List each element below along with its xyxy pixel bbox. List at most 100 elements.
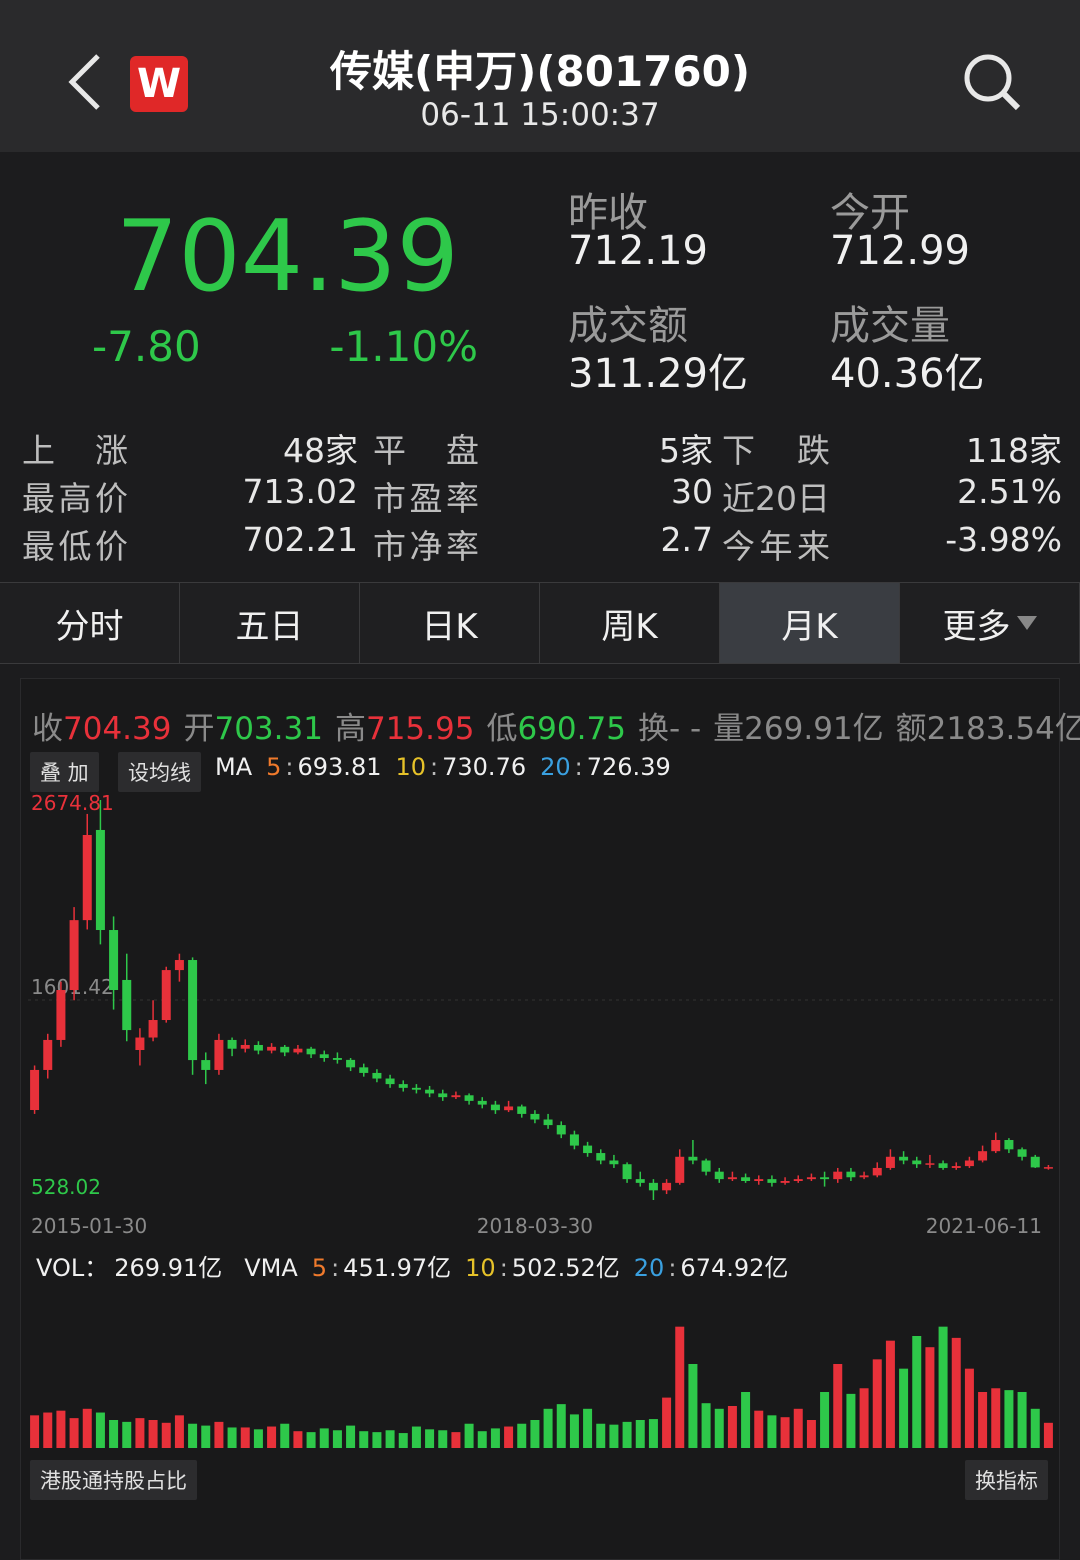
breadth-label-text: 上 涨 bbox=[22, 431, 128, 470]
dropdown-arrow bbox=[1016, 616, 1037, 630]
candle-body bbox=[872, 1167, 882, 1176]
candle-body bbox=[267, 1046, 277, 1051]
volume-bar bbox=[964, 1368, 974, 1448]
volume-bar bbox=[1004, 1390, 1014, 1448]
breadth-value: 118家 bbox=[966, 431, 1062, 470]
candle-body bbox=[464, 1095, 474, 1101]
app-logo[interactable]: W bbox=[130, 56, 188, 112]
search-button[interactable] bbox=[960, 50, 1024, 114]
price-change-pct: -1.10% bbox=[329, 322, 478, 371]
header-bar: W 传媒(申万)(801760) 06-11 15:00:37 bbox=[0, 0, 1080, 152]
volume-bar bbox=[688, 1364, 698, 1448]
volume-bar bbox=[517, 1423, 527, 1448]
x-tick-label: 2015-01-30 bbox=[31, 1214, 147, 1238]
tab[interactable]: 分时 bbox=[0, 583, 180, 663]
volume-bar bbox=[741, 1392, 751, 1448]
ma-period: 20 bbox=[633, 1254, 665, 1282]
indicator-button[interactable]: 港股通持股占比 bbox=[30, 1460, 197, 1500]
candle-body bbox=[385, 1078, 395, 1085]
volume-bar bbox=[332, 1430, 342, 1448]
ma-separator: : bbox=[430, 753, 439, 781]
stat-value: 712.19 bbox=[568, 228, 708, 274]
breadth-label: 最低价 bbox=[22, 520, 128, 568]
volume-bar bbox=[253, 1429, 263, 1448]
info-label: 收 bbox=[32, 711, 63, 747]
price-change: -7.80 bbox=[92, 322, 201, 371]
ma-separator: : bbox=[574, 753, 583, 781]
period-tabs: 分时 五日 日K 周K 月K 更多 bbox=[0, 582, 1080, 664]
breadth-value: 2.7 bbox=[660, 520, 713, 559]
volume-bar bbox=[662, 1397, 672, 1448]
candle-body bbox=[556, 1125, 566, 1135]
volume-bar bbox=[319, 1428, 329, 1448]
indicator-button[interactable]: 设均线 bbox=[118, 752, 201, 792]
indicator-button[interactable]: 换指标 bbox=[965, 1460, 1048, 1500]
volume-bar bbox=[280, 1423, 290, 1448]
tab[interactable]: 日K bbox=[360, 583, 540, 663]
candle-body bbox=[635, 1179, 645, 1183]
volume-bar bbox=[885, 1340, 895, 1448]
back-button[interactable] bbox=[62, 50, 106, 114]
tab[interactable]: 月K bbox=[720, 583, 900, 663]
volume-bar bbox=[490, 1428, 500, 1448]
volume-bar bbox=[267, 1426, 277, 1448]
candle-body bbox=[411, 1087, 421, 1090]
candle-body bbox=[583, 1145, 593, 1154]
volume-bar bbox=[161, 1422, 171, 1448]
volume-bar bbox=[675, 1326, 685, 1448]
candle-body bbox=[543, 1119, 553, 1126]
volume-bar bbox=[701, 1403, 711, 1448]
volume-bar bbox=[451, 1432, 461, 1448]
breadth-value: 702.21 bbox=[242, 520, 358, 559]
candle-body bbox=[188, 960, 198, 1061]
candle-body bbox=[517, 1106, 527, 1114]
info-value: 2183.54亿 bbox=[926, 711, 1080, 747]
volume-bar bbox=[569, 1414, 579, 1448]
ma-separator: : bbox=[668, 1254, 677, 1282]
ma-separator: : bbox=[499, 1254, 508, 1282]
volume-bar bbox=[912, 1336, 922, 1448]
indicator-button[interactable]: 叠 加 bbox=[30, 752, 99, 792]
candle-body bbox=[490, 1104, 500, 1111]
candle-body bbox=[833, 1171, 843, 1180]
volume-bar bbox=[135, 1418, 145, 1448]
candle-body bbox=[675, 1156, 685, 1183]
last-price: 704.39 bbox=[116, 200, 459, 314]
volume-bar bbox=[859, 1388, 869, 1448]
volume-bar bbox=[69, 1418, 79, 1448]
candle-body bbox=[43, 1039, 53, 1070]
volume-bar bbox=[174, 1415, 184, 1448]
tab-label: 周K bbox=[601, 606, 658, 647]
info-label: 量 bbox=[713, 711, 745, 747]
ma-value: 693.81 bbox=[297, 753, 382, 781]
candle-body bbox=[293, 1048, 303, 1053]
breadth-label: 下 跌 bbox=[722, 424, 830, 472]
breadth-value: 5家 bbox=[659, 431, 713, 470]
tab-label: 五日 bbox=[235, 606, 304, 647]
volume-bar bbox=[899, 1368, 909, 1448]
candle-body bbox=[951, 1166, 961, 1168]
volume-bar bbox=[793, 1408, 803, 1448]
candle-body bbox=[161, 970, 171, 1021]
volume-bar bbox=[622, 1421, 632, 1448]
tab-label: 更多 bbox=[942, 606, 1011, 647]
candle-body bbox=[95, 829, 105, 931]
candle-body bbox=[332, 1058, 342, 1060]
candle-body bbox=[227, 1039, 237, 1049]
vol-label: VMA bbox=[244, 1254, 298, 1282]
ma-legend: MA 5:693.81 10:730.76 20:726.39 bbox=[215, 753, 671, 781]
tab[interactable]: 五日 bbox=[180, 583, 360, 663]
volume-bar bbox=[359, 1431, 369, 1448]
tab[interactable]: 周K bbox=[540, 583, 720, 663]
volume-bar bbox=[872, 1359, 882, 1448]
candle-body bbox=[806, 1177, 816, 1180]
breadth-label-text: 今年来 bbox=[722, 527, 830, 566]
candle-body bbox=[253, 1044, 263, 1051]
vol-value: 269.91亿 bbox=[114, 1254, 223, 1282]
candle-body bbox=[174, 960, 184, 971]
volume-bar bbox=[148, 1420, 158, 1448]
volume-bar bbox=[833, 1364, 843, 1448]
candle-body bbox=[596, 1153, 606, 1161]
